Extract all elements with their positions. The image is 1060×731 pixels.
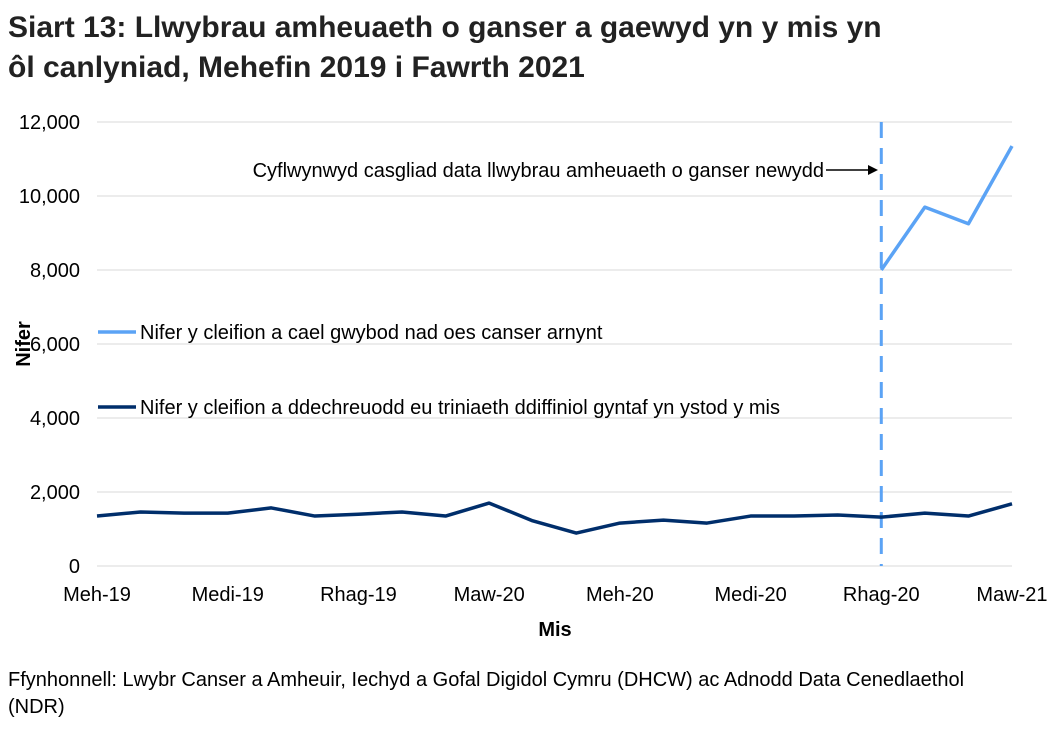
- legend-label: Nifer y cleifion a cael gwybod nad oes c…: [140, 322, 603, 344]
- series-line-0: [879, 145, 1014, 271]
- annotation-text: Cyflwynwyd casgliad data llwybrau amheua…: [253, 160, 824, 182]
- x-tick-label: Meh-20: [586, 584, 654, 606]
- series-line-1: [96, 501, 1013, 535]
- y-axis-label: Nifer: [13, 321, 35, 367]
- y-tick-label: 12,000: [19, 112, 80, 134]
- annotation-arrow-head: [868, 165, 878, 175]
- x-tick-label: Medi-19: [192, 584, 264, 606]
- x-axis-label: Mis: [538, 619, 571, 641]
- x-tick-label: Maw-20: [454, 584, 525, 606]
- x-tick-label: Meh-19: [63, 584, 131, 606]
- line-chart: 0 2,000 4,000 6,000 8,000 10,000 12,000 Meh-19 M…: [13, 112, 1048, 641]
- chart-title: Siart 13: Llwybrau amheuaeth o ganser a …: [8, 11, 882, 84]
- y-tick-label: 8,000: [30, 260, 80, 282]
- source-note: Ffynhonnell: Lwybr Canser a Amheuir, Iec…: [8, 669, 965, 718]
- x-tick-label: Rhag-20: [843, 584, 920, 606]
- x-tick-label: Rhag-19: [320, 584, 397, 606]
- y-tick-label: 10,000: [19, 186, 80, 208]
- x-tick-label: Maw-21: [976, 584, 1047, 606]
- y-tick-label: 0: [69, 556, 80, 578]
- y-tick-label: 6,000: [30, 334, 80, 356]
- legend-label: Nifer y cleifion a ddechreuodd eu trinia…: [140, 397, 780, 419]
- x-tick-label: Medi-20: [714, 584, 786, 606]
- y-tick-label: 4,000: [30, 408, 80, 430]
- y-tick-label: 2,000: [30, 482, 80, 504]
